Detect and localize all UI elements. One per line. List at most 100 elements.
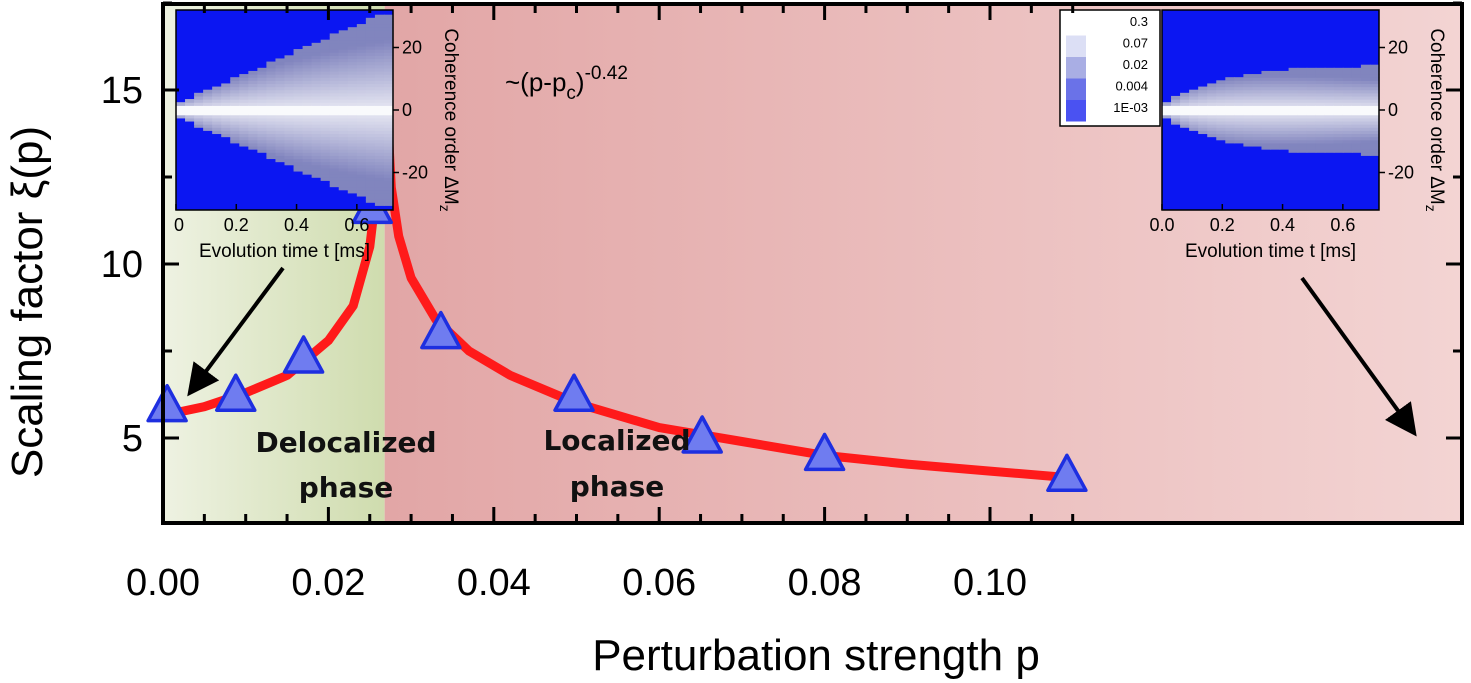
heatmap-cell xyxy=(320,139,331,144)
heatmap-cell xyxy=(266,124,277,128)
heatmap-cell xyxy=(1360,64,1371,69)
inset-x-tick-label: 0.4 xyxy=(1270,215,1295,235)
heatmap-cell xyxy=(338,89,349,94)
heatmap-cell xyxy=(374,17,385,22)
heatmap-cell xyxy=(302,139,313,144)
heatmap-cell xyxy=(356,167,367,172)
heatmap-cell xyxy=(1261,70,1272,75)
heatmap-cell xyxy=(365,33,376,38)
heatmap-cell xyxy=(1279,114,1290,119)
heatmap-cell xyxy=(1243,105,1254,110)
heatmap-cell xyxy=(284,80,295,85)
heatmap-cell xyxy=(230,105,240,110)
heatmap-cell xyxy=(275,158,286,163)
heatmap-cell xyxy=(1306,105,1317,110)
heatmap-cell xyxy=(230,86,240,91)
heatmap-cell xyxy=(374,42,385,47)
heatmap-cell xyxy=(266,92,277,97)
heatmap-cell xyxy=(284,111,295,116)
heatmap-cell xyxy=(1234,114,1244,119)
heatmap-cell xyxy=(230,120,240,125)
heatmap-cell xyxy=(1333,133,1344,138)
heatmap-cell xyxy=(1369,83,1380,88)
heatmap-cell xyxy=(365,158,376,163)
heatmap-cell xyxy=(1225,108,1235,113)
heatmap-cell xyxy=(365,80,376,85)
heatmap-cell xyxy=(1360,149,1371,153)
heatmap-cell xyxy=(383,36,394,41)
heatmap-cell xyxy=(257,114,268,119)
heatmap-cell xyxy=(266,70,277,75)
heatmap-cell xyxy=(221,99,231,103)
heatmap-cell xyxy=(1225,83,1235,88)
heatmap-cell xyxy=(266,105,277,110)
heatmap-cell xyxy=(1342,117,1353,122)
heatmap-cell xyxy=(320,124,331,128)
heatmap-cell xyxy=(1225,111,1235,116)
heatmap-cell xyxy=(356,111,367,116)
heatmap-cell xyxy=(266,145,277,150)
heatmap-cell xyxy=(1324,105,1335,110)
heatmap-cell xyxy=(320,70,331,75)
heatmap-cell xyxy=(1216,95,1226,100)
heatmap-cell xyxy=(1369,105,1380,110)
heatmap-cell xyxy=(302,55,313,60)
heatmap-cell xyxy=(1234,83,1244,88)
heatmap-cell xyxy=(356,83,367,88)
heatmap-cell xyxy=(1234,127,1244,131)
heatmap-cell xyxy=(1189,127,1199,131)
heatmap-cell xyxy=(347,70,358,75)
heatmap-cell xyxy=(356,120,367,125)
heatmap-cell xyxy=(302,130,313,135)
heatmap-cell xyxy=(1288,117,1299,122)
heatmap-cell xyxy=(1342,136,1353,141)
heatmap-cell xyxy=(1225,130,1235,135)
heatmap-cell xyxy=(1297,80,1308,85)
heatmap-cell xyxy=(374,49,385,53)
heatmap-cell xyxy=(374,127,385,131)
heatmap-cell xyxy=(194,102,204,106)
heatmap-cell xyxy=(1279,145,1290,150)
heatmap-cell xyxy=(374,120,385,125)
heatmap-cell xyxy=(347,49,358,53)
heatmap-cell xyxy=(266,152,277,156)
heatmap-cell xyxy=(221,130,231,135)
heatmap-cell xyxy=(194,105,204,110)
heatmap-cell xyxy=(320,102,331,106)
heatmap-cell xyxy=(356,33,367,38)
heatmap-cell xyxy=(383,195,394,200)
heatmap-cell xyxy=(374,145,385,150)
heatmap-cell xyxy=(230,136,240,141)
heatmap-cell xyxy=(1315,74,1326,78)
heatmap-cell xyxy=(329,136,340,141)
heatmap-cell xyxy=(329,49,340,53)
heatmap-cell xyxy=(320,155,331,160)
heatmap-cell xyxy=(1297,74,1308,78)
heatmap-cell xyxy=(374,24,385,28)
heatmap-cell xyxy=(374,14,385,19)
heatmap-cell xyxy=(1306,99,1317,103)
heatmap-cell xyxy=(1261,114,1272,119)
heatmap-cell xyxy=(347,92,358,97)
heatmap-cell xyxy=(1351,89,1362,94)
heatmap-cell xyxy=(302,167,313,172)
heatmap-cell xyxy=(266,83,277,88)
heatmap-cell xyxy=(356,114,367,119)
heatmap-cell xyxy=(257,92,268,97)
heatmap-cell xyxy=(1315,117,1326,122)
heatmap-cell xyxy=(1252,74,1263,78)
heatmap-cell xyxy=(185,102,195,106)
heatmap-cell xyxy=(1234,92,1244,97)
heatmap-cell xyxy=(311,136,322,141)
heatmap-cell xyxy=(365,111,376,116)
inset-localized: 0.0 0.2 0.4 0.6 20 0 -20 Evolution time t [ms] C… xyxy=(1059,9,1447,262)
heatmap-cell xyxy=(347,111,358,116)
heatmap-cell xyxy=(1261,92,1272,97)
heatmap-cell xyxy=(302,136,313,141)
heatmap-cell xyxy=(1198,130,1208,135)
heatmap-cell xyxy=(1252,142,1263,147)
heatmap-cell xyxy=(311,142,322,147)
heatmap-cell xyxy=(347,67,358,72)
heatmap-cell xyxy=(1297,130,1308,135)
heatmap-cell xyxy=(356,30,367,35)
